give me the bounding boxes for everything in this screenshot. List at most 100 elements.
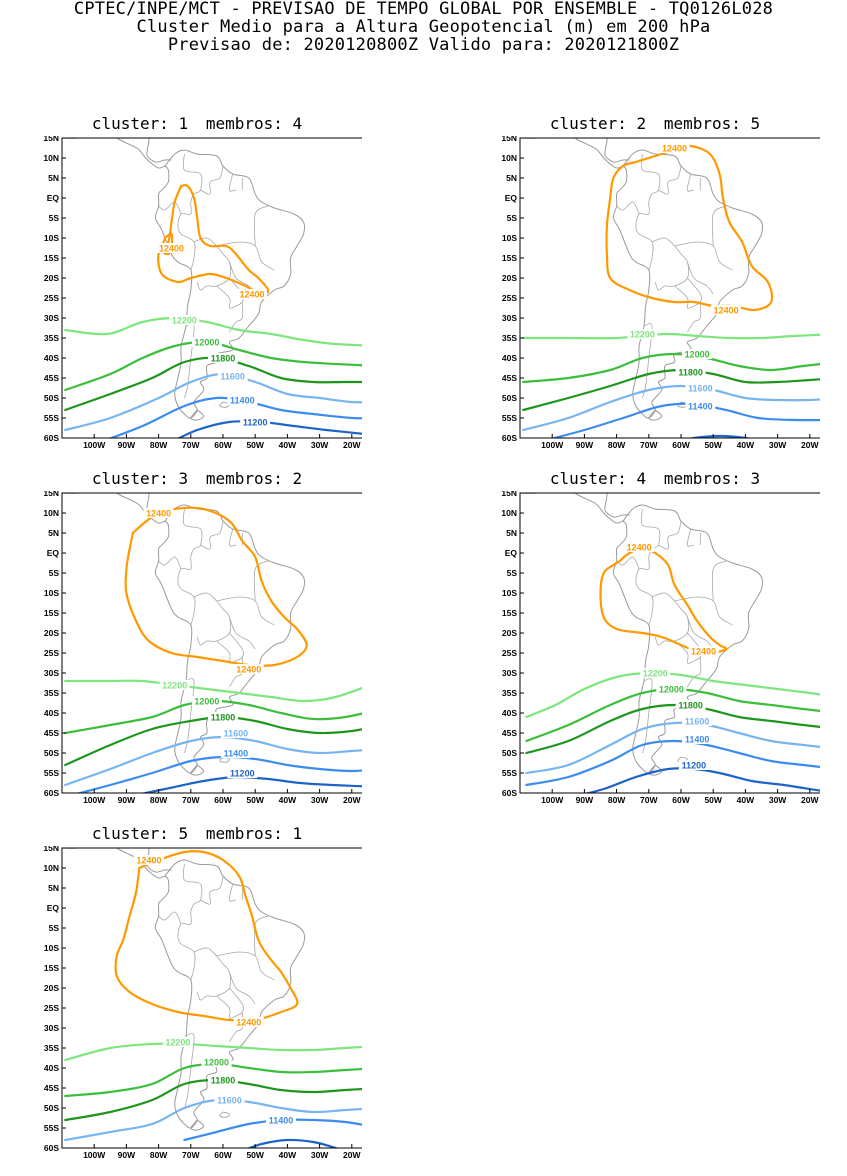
lon-tick-label: 100W <box>83 1150 106 1160</box>
contour-label: 11800 <box>678 701 703 711</box>
lat-tick-label: EQ <box>505 548 518 558</box>
contour-label-bg <box>656 684 687 694</box>
lat-tick-label: 5N <box>48 173 59 183</box>
country-border <box>687 261 714 295</box>
contour-label-bg <box>227 395 258 405</box>
country-border <box>158 201 182 215</box>
contour-line-12200 <box>64 316 362 347</box>
coastline-south-america <box>612 504 764 774</box>
contour-label-bg <box>208 1075 238 1085</box>
lat-tick-label: 45S <box>502 728 517 738</box>
country-border <box>228 883 236 902</box>
lat-tick-label: EQ <box>505 193 518 203</box>
contour-label: 12400 <box>136 856 161 866</box>
contour-label-bg <box>685 401 716 411</box>
lat-tick-label: 30S <box>44 668 59 678</box>
contour-label-bg <box>659 143 690 153</box>
country-border <box>228 528 236 547</box>
lat-tick-label: 5N <box>506 173 517 183</box>
contour-line-12400 <box>605 144 774 312</box>
contour-line-11200 <box>176 420 362 438</box>
contour-label-bg <box>233 1017 264 1027</box>
cluster-panel: cluster: 1 membros: 4 12400 12400 12200 120… <box>32 114 362 454</box>
lat-tick-label: 5S <box>507 568 518 578</box>
contour-label: 12200 <box>630 330 655 340</box>
contour-label: 11400 <box>269 1116 294 1126</box>
lat-tick-label: 60S <box>502 433 517 443</box>
lon-tick-label: 60W <box>214 1150 232 1160</box>
coastline-caribbean <box>590 493 630 518</box>
lon-tick-label: 90W <box>118 1150 136 1160</box>
lat-tick-label: 60S <box>44 1143 59 1153</box>
lat-tick-label: 5N <box>48 528 59 538</box>
members-label: membros: 5 <box>663 114 761 133</box>
lon-tick-label: 80W <box>150 1150 168 1160</box>
lat-tick-label: 25S <box>502 648 517 658</box>
contour-label: 12200 <box>165 1038 190 1048</box>
country-border <box>228 173 236 192</box>
lon-tick-label: 90W <box>118 440 136 450</box>
lat-tick-label: 10N <box>43 508 59 518</box>
contour-label-bg <box>236 289 267 299</box>
contour-map: 12400 12400 12200 12000 11800 11600 11400 15N 10… <box>501 136 820 450</box>
contour-label-bg <box>627 329 658 339</box>
contour-label: 12400 <box>714 306 739 316</box>
map-frame <box>61 847 362 1149</box>
lat-tick-label: 50S <box>44 393 59 403</box>
country-border <box>193 592 232 646</box>
contour-label-bg <box>688 646 719 656</box>
lat-tick-label: 40S <box>502 708 517 718</box>
country-border <box>200 520 224 550</box>
contour-line-12200 <box>525 671 820 719</box>
contour-label-bg <box>675 700 706 710</box>
coastline-central-america <box>520 138 624 169</box>
contour-label-bg <box>233 664 264 674</box>
lat-tick-label: 25S <box>44 648 59 658</box>
country-border <box>674 277 702 309</box>
lat-tick-label: 35S <box>502 333 517 343</box>
country-border <box>658 520 682 550</box>
lon-tick-label: 20W <box>801 440 819 450</box>
contour-line-11400 <box>76 755 362 793</box>
contour-label-bg <box>169 315 200 325</box>
coastline-tierra-del-fuego <box>190 1119 205 1131</box>
lon-tick-label: 40W <box>279 1150 297 1160</box>
lat-tick-label: 10S <box>44 233 59 243</box>
lat-tick-label: 55S <box>502 768 517 778</box>
lon-tick-label: 40W <box>737 440 755 450</box>
lat-tick-label: 15S <box>44 963 59 973</box>
coastline-tierra-del-fuego <box>190 764 205 776</box>
lat-tick-label: 35S <box>44 1043 59 1053</box>
lat-tick-label: 45S <box>44 1083 59 1093</box>
lat-tick-label: 5N <box>506 528 517 538</box>
lon-tick-label: 20W <box>343 440 361 450</box>
contour-label: 12400 <box>236 665 261 675</box>
contour-line-11200 <box>140 775 362 793</box>
contour-line-12000 <box>64 340 362 392</box>
country-border <box>229 301 244 333</box>
lat-tick-label: 20S <box>502 628 517 638</box>
country-border <box>686 528 694 547</box>
lon-tick-label: 60W <box>672 795 690 805</box>
lat-tick-label: 60S <box>44 433 59 443</box>
lat-tick-label: 55S <box>44 1123 59 1133</box>
contour-label: 11400 <box>230 396 255 406</box>
panel-title: cluster: 1 membros: 4 <box>32 114 362 136</box>
panel-title: cluster: 4 membros: 3 <box>490 469 820 491</box>
contour-label: 12400 <box>662 144 687 154</box>
cluster-label: cluster: 3 <box>91 469 189 488</box>
lat-tick-label: 10N <box>43 153 59 163</box>
contour-line-11600 <box>64 735 362 787</box>
lon-tick-label: 40W <box>279 440 297 450</box>
contour-label-bg <box>191 696 222 706</box>
lat-tick-label: 10S <box>44 588 59 598</box>
contour-label: 11600 <box>685 717 710 727</box>
contour-label-bg <box>711 305 742 315</box>
lat-tick-label: 5S <box>49 568 60 578</box>
lat-tick-label: 40S <box>44 1063 59 1073</box>
lon-tick-label: 50W <box>704 795 722 805</box>
contour-label-bg <box>685 383 716 393</box>
country-border <box>658 165 682 195</box>
cluster-panel: cluster: 5 membros: 1 12400 12400 12200 120… <box>32 824 362 1164</box>
contour-label-bg <box>624 542 655 552</box>
